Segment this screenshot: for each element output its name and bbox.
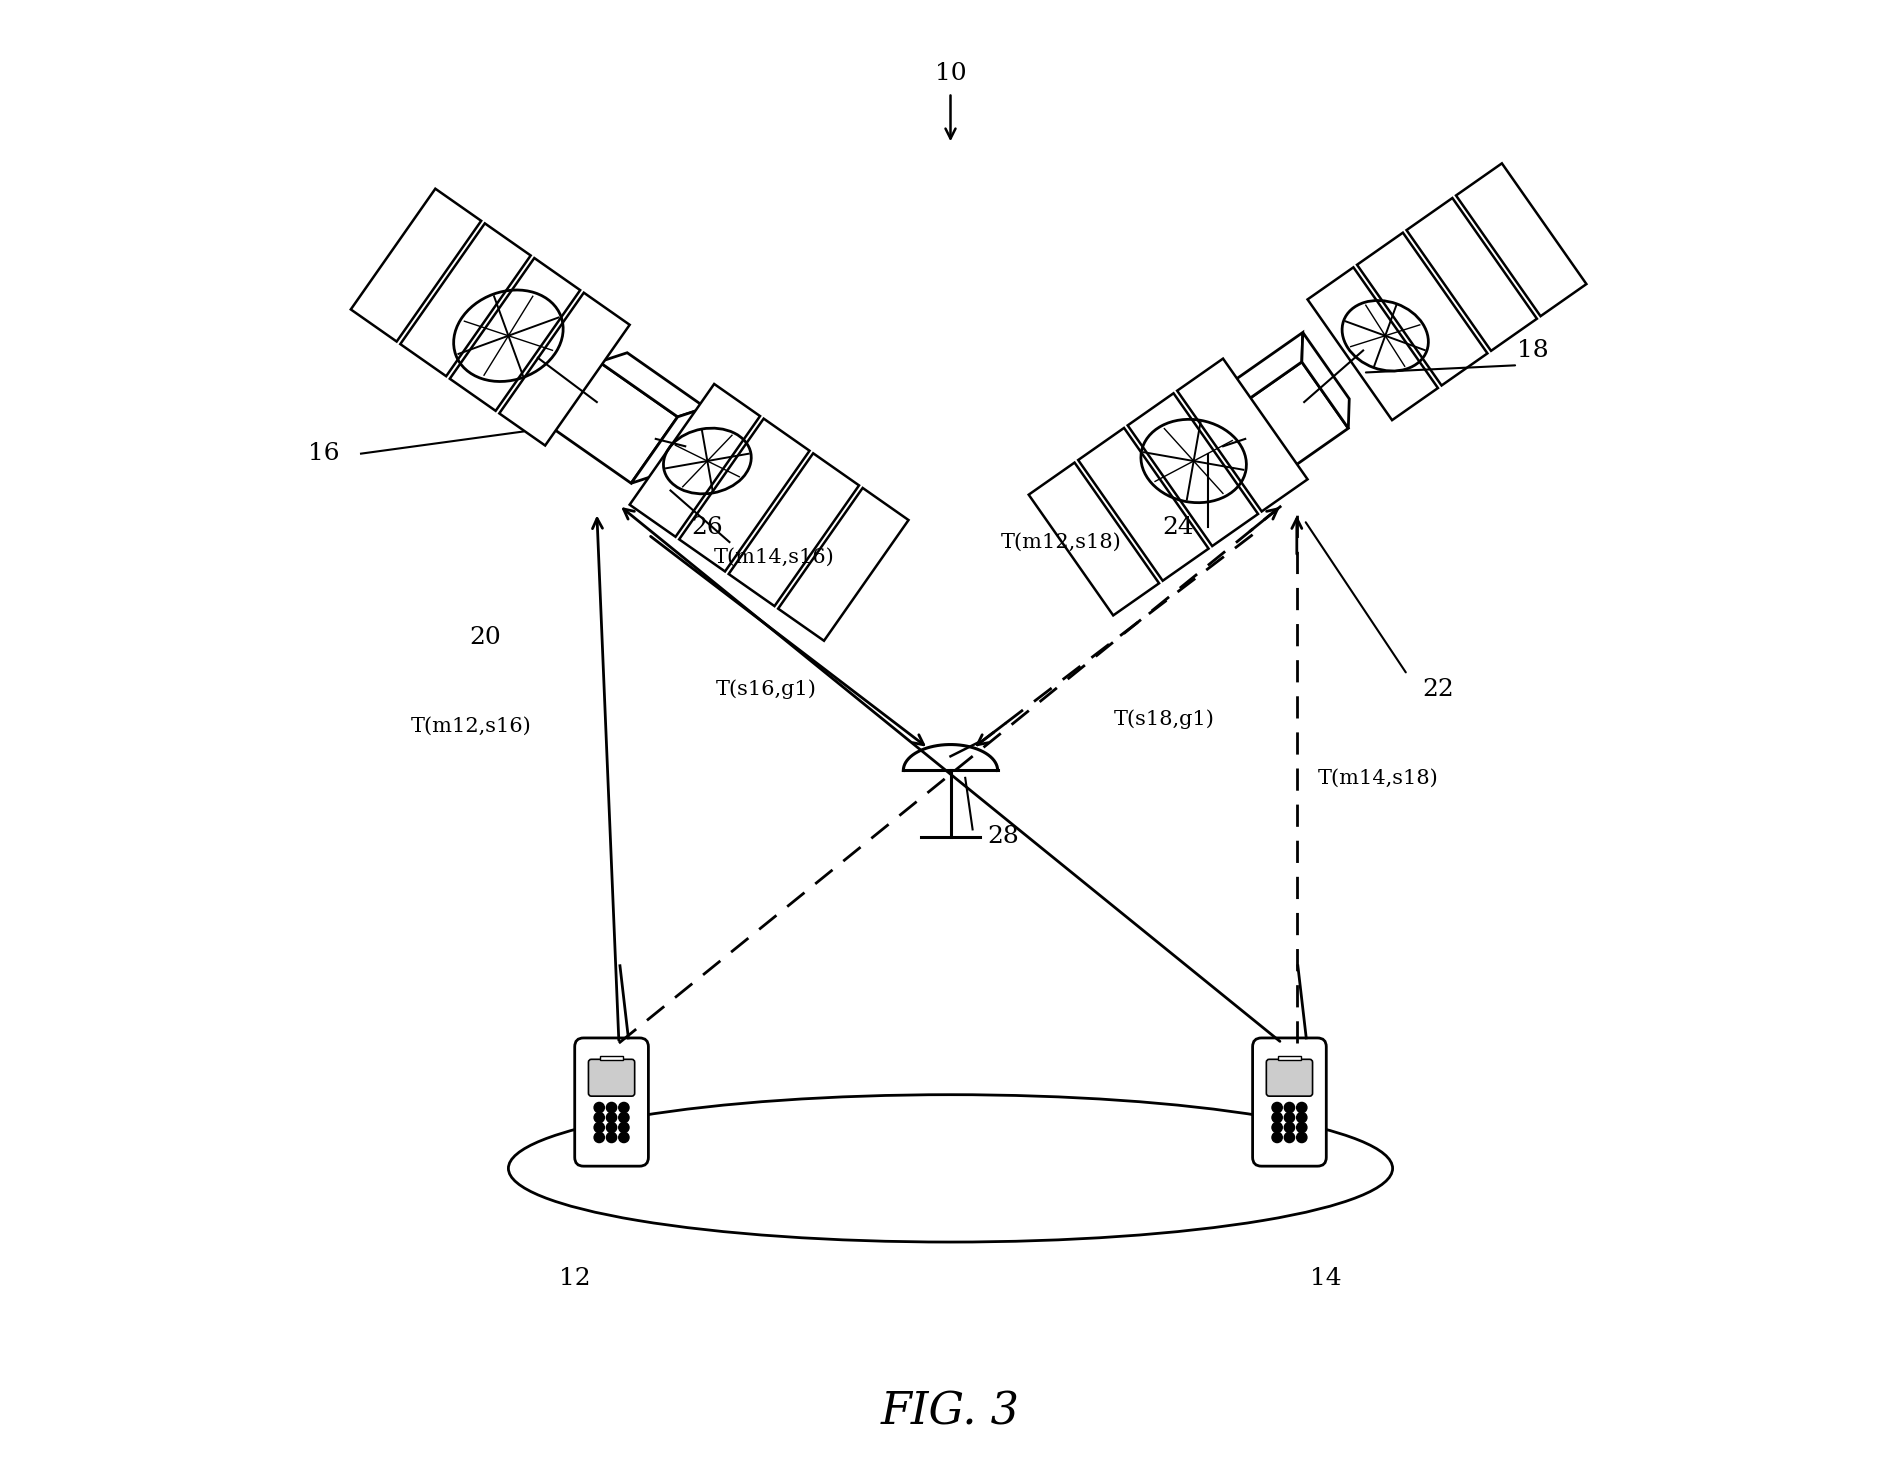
Circle shape xyxy=(1285,1122,1295,1132)
Text: FIG. 3: FIG. 3 xyxy=(880,1390,1021,1433)
Circle shape xyxy=(1272,1103,1283,1113)
Circle shape xyxy=(1285,1113,1295,1123)
Text: 14: 14 xyxy=(1310,1267,1342,1291)
Text: 24: 24 xyxy=(1162,516,1194,539)
Bar xyxy=(1277,1055,1300,1060)
Polygon shape xyxy=(553,362,677,483)
Polygon shape xyxy=(500,292,629,446)
Text: T(s16,g1): T(s16,g1) xyxy=(717,680,817,700)
Polygon shape xyxy=(728,453,859,606)
Circle shape xyxy=(1272,1132,1283,1143)
Circle shape xyxy=(1285,1103,1295,1113)
FancyBboxPatch shape xyxy=(1253,1037,1327,1166)
Text: 20: 20 xyxy=(470,627,502,649)
Polygon shape xyxy=(1078,428,1209,581)
Circle shape xyxy=(595,1122,605,1132)
Polygon shape xyxy=(679,418,810,572)
Text: 26: 26 xyxy=(692,516,722,539)
Circle shape xyxy=(606,1103,616,1113)
Bar xyxy=(601,1055,624,1060)
Text: 16: 16 xyxy=(308,442,340,465)
Circle shape xyxy=(1296,1132,1306,1143)
Text: T(m12,s18): T(m12,s18) xyxy=(1000,532,1122,551)
Polygon shape xyxy=(599,353,705,416)
Text: 10: 10 xyxy=(935,62,966,86)
Text: T(m14,s16): T(m14,s16) xyxy=(713,547,835,566)
Circle shape xyxy=(1296,1113,1306,1123)
Polygon shape xyxy=(1224,332,1302,416)
FancyBboxPatch shape xyxy=(574,1037,648,1166)
Circle shape xyxy=(606,1113,616,1123)
Circle shape xyxy=(606,1132,616,1143)
Text: T(m14,s18): T(m14,s18) xyxy=(1317,768,1439,787)
Circle shape xyxy=(618,1113,629,1123)
Circle shape xyxy=(618,1132,629,1143)
Circle shape xyxy=(595,1113,605,1123)
Circle shape xyxy=(1296,1122,1306,1132)
Polygon shape xyxy=(401,224,530,376)
Circle shape xyxy=(595,1103,605,1113)
Polygon shape xyxy=(1224,362,1348,483)
Polygon shape xyxy=(1407,199,1536,351)
Polygon shape xyxy=(1028,462,1160,615)
Circle shape xyxy=(1296,1103,1306,1113)
Polygon shape xyxy=(1456,163,1587,316)
Polygon shape xyxy=(629,384,760,536)
Circle shape xyxy=(595,1132,605,1143)
Circle shape xyxy=(606,1122,616,1132)
Polygon shape xyxy=(1357,233,1487,385)
Circle shape xyxy=(1285,1132,1295,1143)
Text: T(m12,s16): T(m12,s16) xyxy=(411,717,532,735)
Polygon shape xyxy=(1308,267,1437,421)
Polygon shape xyxy=(1177,359,1308,511)
Text: 18: 18 xyxy=(1517,339,1549,362)
Text: 12: 12 xyxy=(559,1267,591,1291)
Polygon shape xyxy=(1127,393,1258,545)
Polygon shape xyxy=(778,488,909,640)
Text: 28: 28 xyxy=(987,825,1019,848)
Text: T(s18,g1): T(s18,g1) xyxy=(1114,708,1215,729)
Circle shape xyxy=(618,1103,629,1113)
Circle shape xyxy=(1272,1122,1283,1132)
Circle shape xyxy=(618,1122,629,1132)
Circle shape xyxy=(1272,1113,1283,1123)
Polygon shape xyxy=(352,188,481,341)
FancyBboxPatch shape xyxy=(1266,1060,1312,1097)
Polygon shape xyxy=(451,258,580,411)
Polygon shape xyxy=(631,408,705,483)
FancyBboxPatch shape xyxy=(589,1060,635,1097)
Polygon shape xyxy=(1302,332,1350,428)
Text: 22: 22 xyxy=(1422,677,1454,701)
